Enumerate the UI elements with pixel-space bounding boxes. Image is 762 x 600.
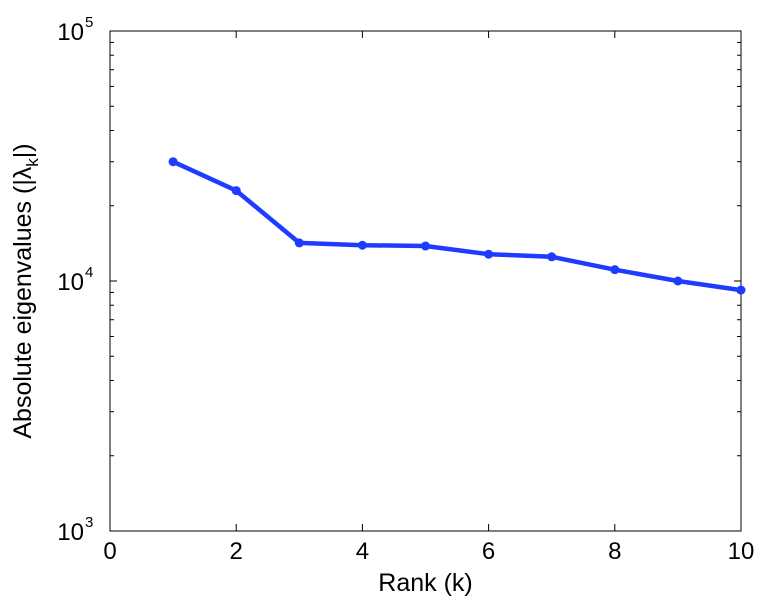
data-point [231, 186, 241, 196]
data-point [610, 265, 620, 275]
x-tick-label: 8 [608, 538, 621, 565]
data-point [484, 249, 494, 259]
data-point [421, 241, 430, 251]
data-point [168, 157, 178, 167]
data-point [673, 276, 683, 286]
y-axis-label-prefix: Absolute eigenvalues (| [9, 179, 37, 438]
y-tick-exponent: 4 [85, 264, 93, 281]
y-axis-label: Absolute eigenvalues (|λk|) [9, 143, 42, 438]
y-tick-base: 10 [57, 19, 84, 46]
y-axis-label-subscript: k [23, 158, 42, 167]
y-tick-exponent: 5 [85, 14, 93, 31]
axis-ticks [109, 30, 742, 532]
y-axis-label-symbol: λ [9, 166, 37, 179]
x-tick-label: 6 [482, 538, 495, 565]
y-tick-label: 10 [57, 269, 84, 296]
x-tick-label: 10 [728, 538, 755, 565]
data-point [294, 238, 304, 248]
plot-area-frame [109, 30, 742, 532]
x-tick-label: 2 [230, 538, 243, 565]
x-tick-label: 4 [356, 538, 369, 565]
series-line [170, 159, 744, 293]
y-tick-label: 10 [57, 519, 84, 546]
x-tick-label: 0 [103, 538, 116, 565]
series-layer [168, 157, 746, 295]
data-point [547, 252, 557, 262]
y-tick-exponent: 3 [85, 514, 93, 531]
x-axis-label: Rank (k) [378, 569, 472, 597]
data-point [357, 240, 367, 250]
y-tick-label: 10 [57, 19, 84, 46]
data-point [736, 285, 746, 295]
y-tick-base: 10 [57, 269, 84, 296]
y-axis-label-suffix: |) [9, 143, 37, 158]
y-tick-base: 10 [57, 519, 84, 546]
